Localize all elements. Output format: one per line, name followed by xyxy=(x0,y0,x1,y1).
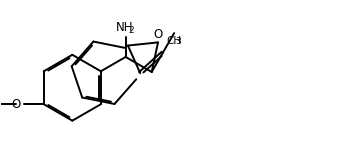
Text: O: O xyxy=(154,28,163,41)
Text: NH: NH xyxy=(116,21,133,34)
Text: 2: 2 xyxy=(128,26,134,35)
Text: CH: CH xyxy=(167,36,182,46)
Text: 3: 3 xyxy=(175,37,181,46)
Text: O: O xyxy=(11,98,20,111)
